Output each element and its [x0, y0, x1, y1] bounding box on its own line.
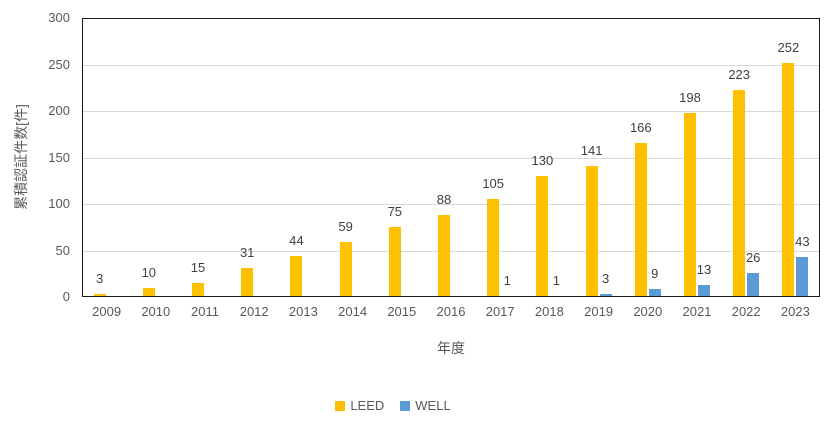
legend: LEED WELL — [0, 398, 786, 413]
bar-well-2017 — [501, 296, 514, 297]
bar-well-2023 — [796, 257, 809, 297]
x-tick-2016: 2016 — [436, 304, 466, 319]
bar-label-well-2023: 43 — [795, 234, 810, 250]
bar-label-well-2017: 1 — [503, 273, 511, 289]
x-tick-2012: 2012 — [239, 304, 269, 319]
x-tick-2022: 2022 — [731, 304, 761, 319]
y-axis-ticks: 0 50 100 150 200 250 300 — [0, 10, 70, 304]
bar-label-leed-2015: 75 — [387, 204, 403, 220]
x-tick-2017: 2017 — [485, 304, 515, 319]
x-tick-2010: 2010 — [141, 304, 171, 319]
legend-item-leed: LEED — [335, 398, 384, 413]
bar-leed-2010 — [142, 287, 155, 297]
legend-marker-well — [400, 400, 411, 411]
bar-well-2019 — [599, 294, 612, 297]
bar-label-leed-2014: 59 — [338, 219, 353, 235]
bar-label-leed-2009: 3 — [95, 271, 104, 287]
bar-label-leed-2010: 10 — [141, 264, 157, 280]
plot-area: 3 10 15 31 44 59 75 88 105 130 141 166 198 223 252 1 1 3 9… — [82, 18, 820, 297]
y-tick-100: 100 — [48, 196, 70, 211]
bar-label-leed-2016: 88 — [436, 192, 452, 208]
x-axis-ticks: 2009 2010 2011 2012 2013 2014 2015 2016 2017 2018… — [82, 304, 820, 322]
x-tick-2013: 2013 — [288, 304, 318, 319]
gridline-250 — [82, 64, 820, 66]
bar-well-2018 — [550, 296, 563, 297]
x-tick-2018: 2018 — [534, 304, 564, 319]
y-tick-250: 250 — [48, 56, 70, 72]
x-tick-2011: 2011 — [191, 304, 219, 319]
bar-leed-2019 — [585, 165, 598, 297]
x-tick-2020: 2020 — [633, 304, 663, 319]
bar-leed-2020 — [634, 142, 647, 297]
bar-leed-2016 — [438, 215, 450, 297]
bar-leed-2011 — [192, 283, 204, 297]
bar-leed-2015 — [388, 227, 401, 297]
bar-leed-2021 — [684, 112, 696, 297]
x-tick-2009: 2009 — [92, 304, 122, 319]
bar-label-well-2019: 3 — [601, 271, 610, 287]
bar-well-2022 — [747, 272, 760, 297]
bar-leed-2023 — [782, 62, 795, 297]
bar-label-leed-2013: 44 — [289, 233, 304, 249]
gridline-100 — [82, 204, 820, 205]
legend-label-leed: LEED — [350, 398, 385, 413]
bar-well-2020 — [648, 288, 661, 297]
y-tick-0: 0 — [62, 289, 70, 304]
bar-label-leed-2011: 15 — [190, 260, 206, 276]
bar-leed-2009 — [93, 294, 106, 297]
bar-label-well-2020: 9 — [651, 265, 659, 281]
bar-label-well-2022: 26 — [745, 249, 761, 265]
x-axis-title: 年度 — [437, 340, 465, 356]
y-tick-150: 150 — [48, 149, 70, 165]
bar-label-leed-2017: 105 — [482, 176, 505, 192]
y-tick-300: 300 — [48, 10, 70, 25]
bar-label-leed-2012: 31 — [239, 245, 255, 261]
gridline-50 — [82, 250, 820, 252]
bar-label-leed-2019: 141 — [580, 142, 603, 158]
bar-leed-2012 — [241, 268, 254, 297]
bar-label-well-2021: 13 — [696, 261, 712, 277]
legend-item-well: WELL — [400, 398, 451, 413]
x-tick-2015: 2015 — [387, 304, 417, 319]
bar-label-leed-2022: 223 — [728, 66, 751, 82]
x-tick-2019: 2019 — [584, 304, 614, 319]
x-tick-2023: 2023 — [780, 304, 810, 319]
bar-label-leed-2020: 166 — [629, 119, 652, 135]
bar-leed-2013 — [290, 256, 303, 297]
gridline-200 — [82, 111, 820, 112]
bar-leed-2018 — [536, 176, 549, 297]
legend-marker-leed — [335, 400, 346, 411]
legend-label-well: WELL — [415, 398, 451, 413]
bar-leed-2022 — [733, 89, 746, 297]
bar-label-leed-2018: 130 — [531, 153, 554, 169]
x-tick-2021: 2021 — [682, 304, 712, 319]
y-tick-50: 50 — [55, 242, 70, 258]
bar-well-2021 — [698, 284, 710, 297]
x-tick-2014: 2014 — [338, 304, 368, 319]
y-tick-200: 200 — [48, 103, 70, 118]
gridline-150 — [82, 157, 820, 159]
bar-leed-2014 — [339, 242, 352, 297]
bar-label-leed-2021: 198 — [679, 89, 701, 105]
bar-label-leed-2023: 252 — [777, 39, 800, 55]
bar-label-well-2018: 1 — [552, 273, 560, 289]
bar-leed-2017 — [487, 199, 500, 297]
